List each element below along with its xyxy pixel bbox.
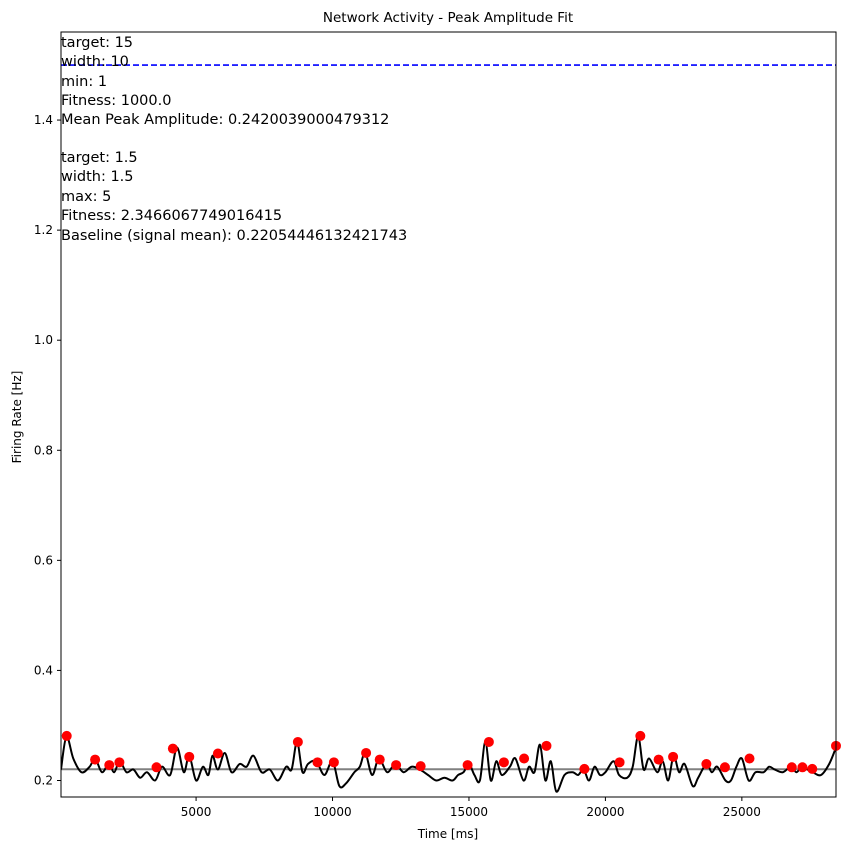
peak-marker (807, 763, 818, 774)
x-axis-label: Time [ms] (417, 827, 479, 841)
annotation-line: width: 1.5 (61, 169, 134, 185)
peak-marker (328, 757, 339, 768)
y-tick-label: 0.8 (34, 443, 53, 457)
peak-marker (519, 753, 530, 764)
peak-marker (541, 740, 552, 751)
peak-marker (61, 730, 72, 741)
y-tick-label: 0.2 (34, 773, 53, 787)
x-tick-label: 20000 (586, 805, 624, 819)
chart-title: Network Activity - Peak Amplitude Fit (323, 10, 573, 26)
peak-marker (292, 736, 303, 747)
plot-frame (60, 31, 837, 798)
annotation-line: width: 10 (61, 54, 129, 70)
peak-marker (151, 762, 162, 773)
y-tick-label: 1.0 (34, 333, 53, 347)
peak-marker (361, 747, 372, 758)
peak-marker (374, 754, 385, 765)
y-tick-label: 0.6 (34, 553, 53, 567)
peak-marker (483, 736, 494, 747)
peak-marker (668, 751, 679, 762)
annotation-line: target: 1.5 (61, 150, 138, 166)
peak-marker (786, 762, 797, 773)
peak-marker (114, 757, 125, 768)
y-axis-label: Firing Rate [Hz] (10, 371, 24, 464)
annotation-line: Fitness: 2.3466067749016415 (61, 208, 282, 224)
peak-marker (462, 760, 473, 771)
plot-area (61, 64, 841, 793)
annotation-line: Fitness: 1000.0 (61, 93, 171, 109)
x-tick-label: 5000 (181, 805, 212, 819)
peak-marker (498, 757, 509, 768)
peak-marker (719, 762, 730, 773)
peak-marker (90, 754, 101, 765)
peak-marker (635, 730, 646, 741)
peak-marker (312, 757, 323, 768)
peak-marker (579, 763, 590, 774)
y-tick-label: 1.2 (34, 223, 53, 237)
annotation-line: max: 5 (61, 189, 111, 205)
peak-marker (184, 751, 195, 762)
peak-marker (744, 753, 755, 764)
axes: 5000 10000 15000 20000 25000 0.2 0.4 0.6 0.8 1.0 1… (34, 113, 761, 819)
annotation-line: Mean Peak Amplitude: 0.2420039000479312 (61, 112, 389, 128)
peak-marker (167, 743, 178, 754)
peak-marker (614, 757, 625, 768)
y-tick-label: 0.4 (34, 663, 53, 677)
y-tick-label: 1.4 (34, 113, 53, 127)
peak-marker (797, 762, 808, 773)
peak-marker (415, 761, 426, 772)
peak-marker (653, 754, 664, 765)
peak-marker (104, 760, 115, 771)
x-tick-label: 15000 (450, 805, 488, 819)
annotation-line: min: 1 (61, 74, 107, 90)
annotations: target: 15 width: 10 min: 1 Fitness: 1000.0… (61, 35, 407, 244)
annotation-line: Baseline (signal mean): 0.22054446132421… (61, 228, 407, 244)
peak-marker (701, 758, 712, 769)
peak-marker (212, 748, 223, 759)
peak-marker (391, 760, 402, 771)
x-tick-label: 10000 (313, 805, 351, 819)
x-tick-label: 25000 (723, 805, 761, 819)
annotation-line: target: 15 (61, 35, 133, 51)
